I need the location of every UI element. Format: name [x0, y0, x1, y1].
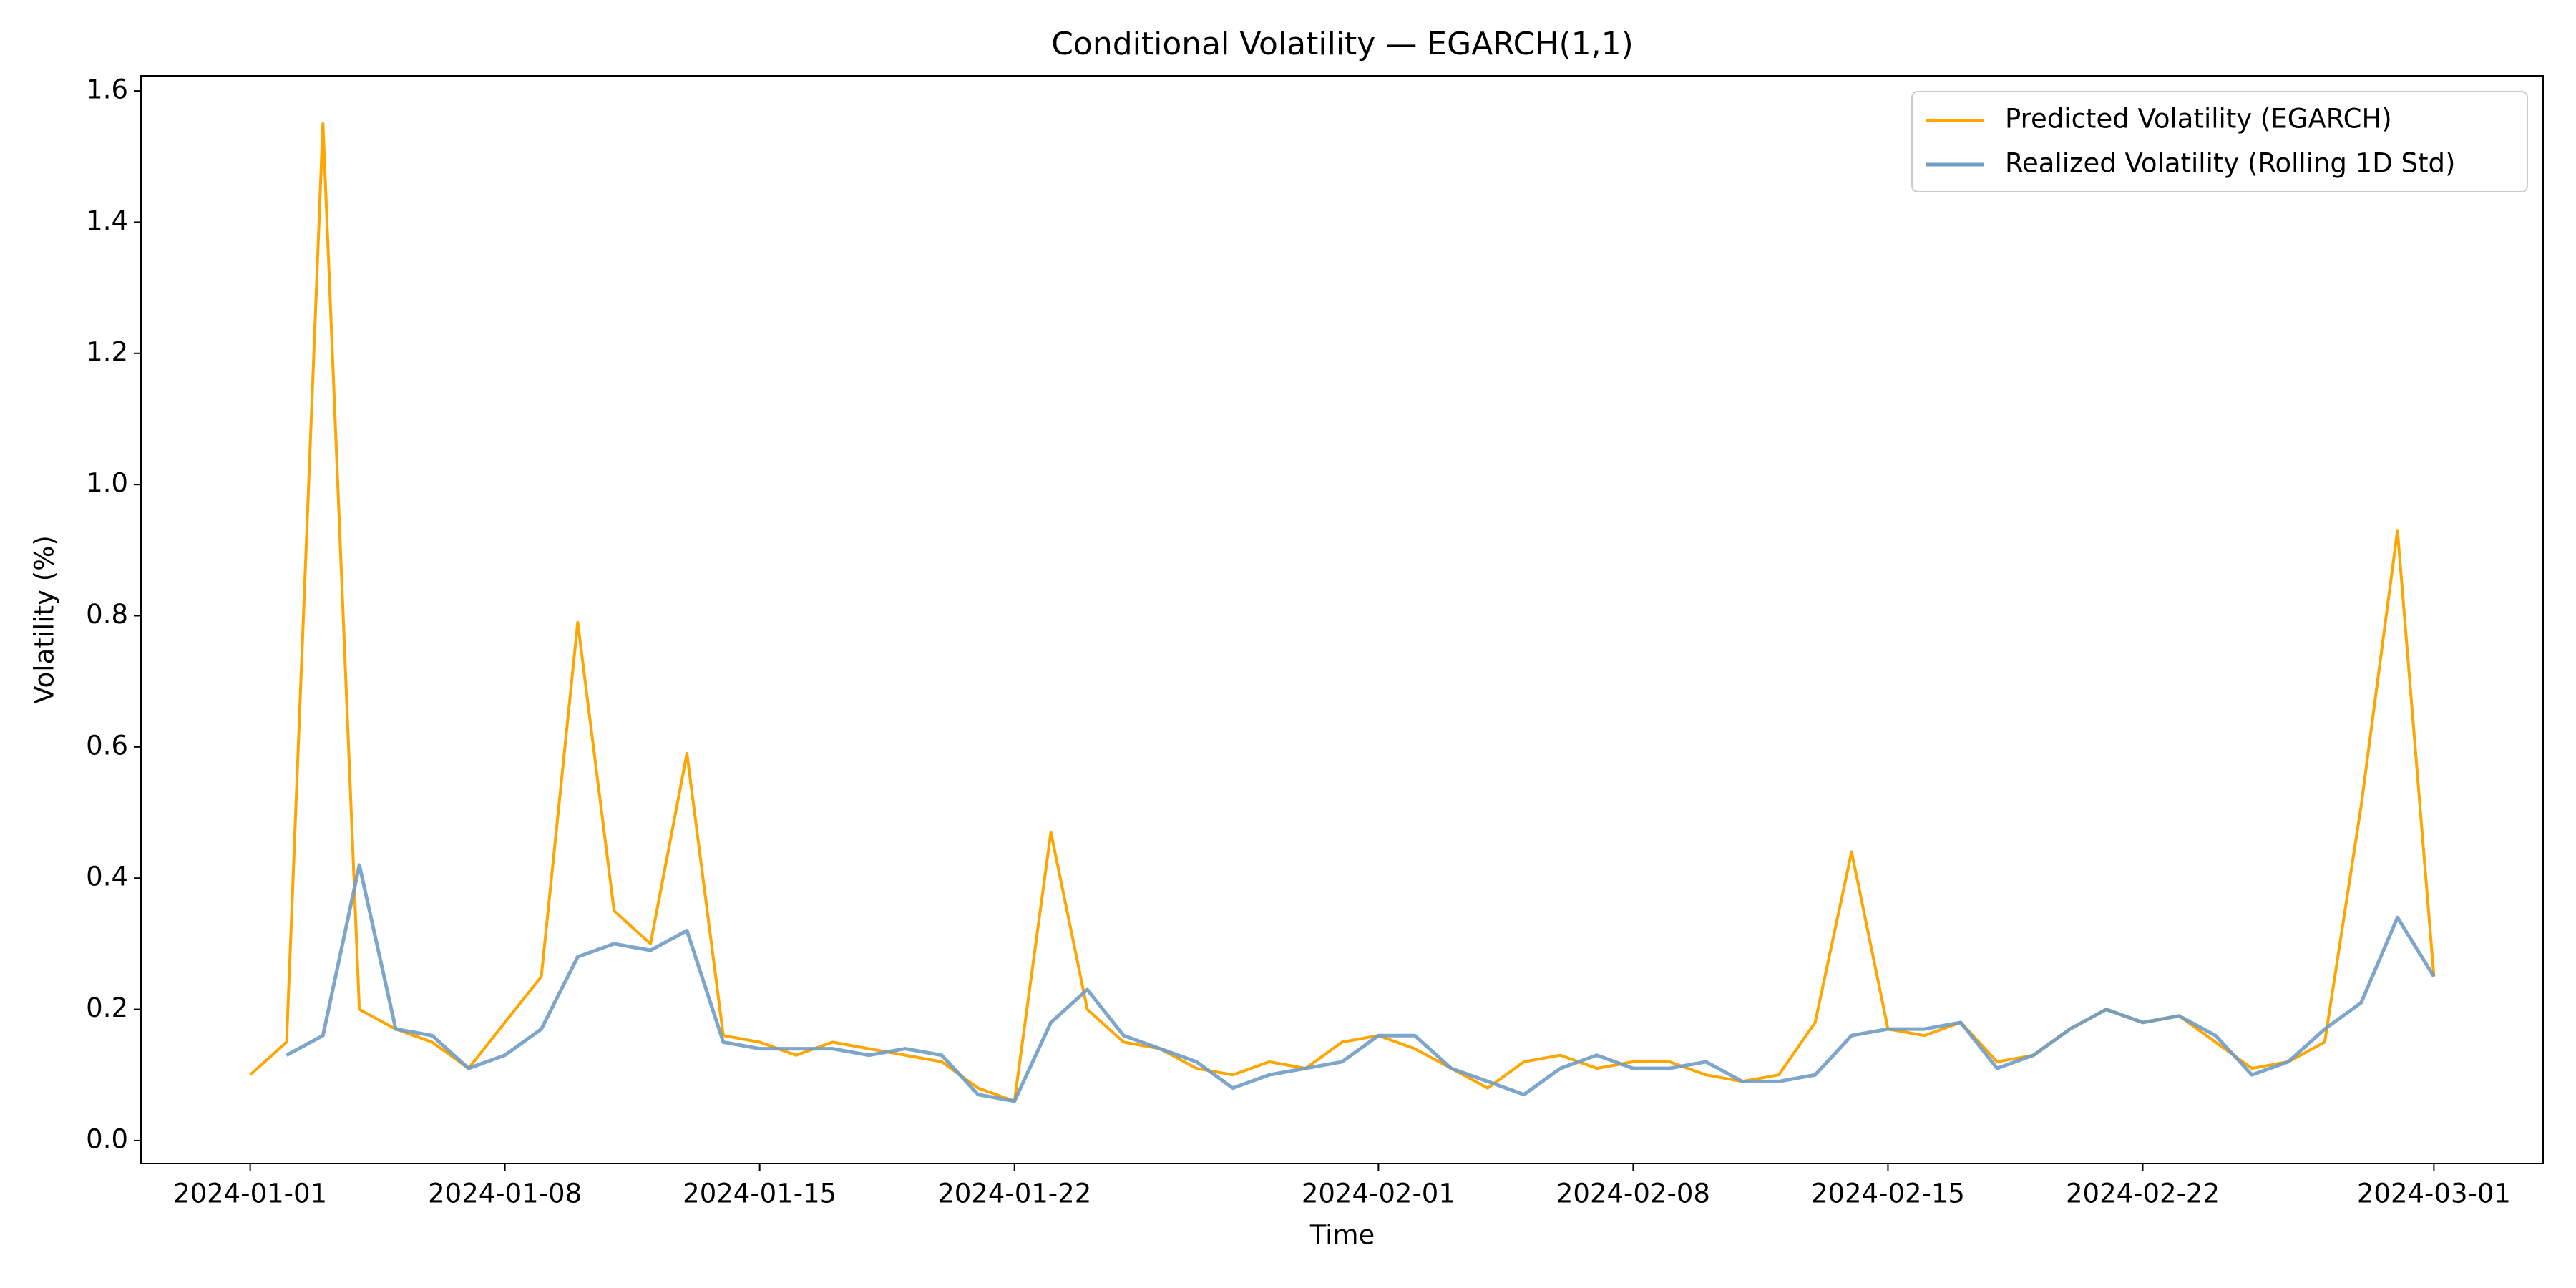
x-tick-label: 2024-02-08: [1556, 1179, 1710, 1209]
x-tick-label: 2024-01-01: [173, 1179, 327, 1209]
legend-label: Realized Volatility (Rolling 1D Std): [2005, 148, 2455, 179]
x-tick-label: 2024-01-08: [428, 1179, 582, 1209]
y-tick-label: 0.4: [86, 862, 128, 892]
series-line: [249, 122, 2436, 1103]
legend-box: [1911, 91, 2528, 192]
x-tick-label: 2024-02-22: [2066, 1179, 2220, 1209]
x-tick-label: 2024-02-15: [1811, 1179, 1965, 1209]
plot-frame: [140, 75, 2544, 1164]
y-tick-label: 1.4: [86, 205, 128, 236]
y-axis-label: Volatility (%): [29, 535, 60, 704]
chart-title: Conditional Volatility — EGARCH(1,1): [1051, 26, 1634, 62]
x-axis-label: Time: [1309, 1220, 1375, 1251]
x-tick-label: 2024-01-15: [683, 1179, 836, 1209]
legend: Predicted Volatility (EGARCH) Realized Vo…: [1911, 91, 2528, 192]
y-tick-label: 1.0: [86, 468, 128, 499]
y-tick-label: 1.6: [86, 74, 128, 105]
x-tick-label: 2024-01-22: [937, 1179, 1091, 1209]
y-tick-label: 1.2: [86, 336, 128, 367]
x-tick-label: 2024-02-01: [1302, 1179, 1455, 1209]
series-line: [286, 863, 2436, 1103]
y-tick-label: 0.8: [86, 599, 128, 630]
y-tick-label: 0.6: [86, 730, 128, 761]
legend-label: Predicted Volatility (EGARCH): [2005, 104, 2392, 135]
y-tick-label: 0.0: [86, 1123, 128, 1154]
y-tick-label: 0.2: [86, 992, 128, 1023]
x-tick-label: 2024-03-01: [2357, 1179, 2511, 1209]
